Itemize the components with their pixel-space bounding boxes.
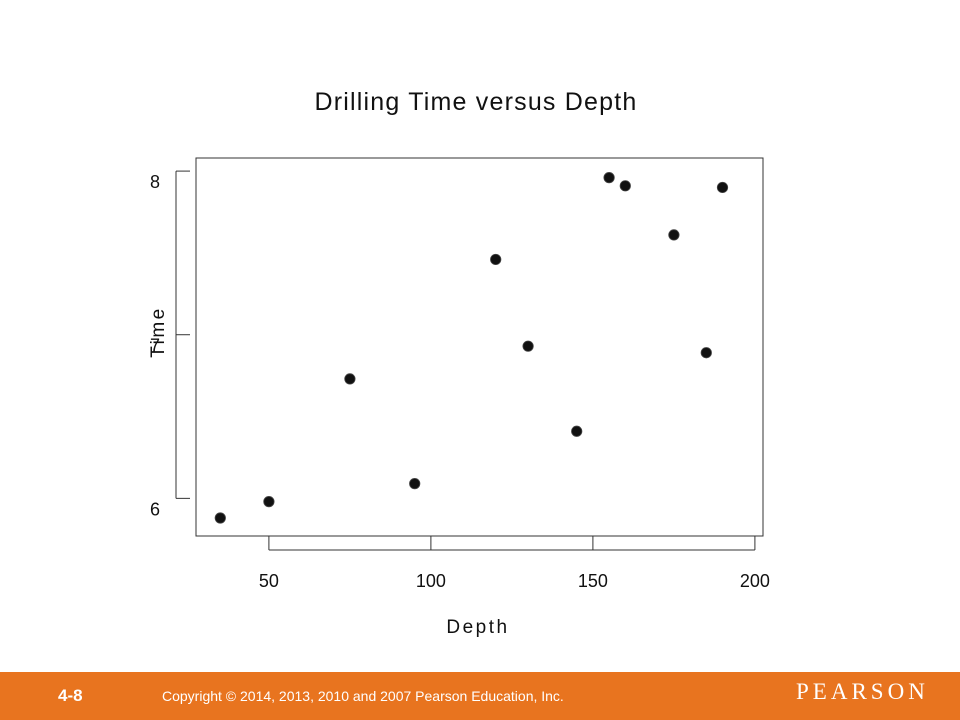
- y-tick-label: 8: [150, 172, 160, 192]
- data-point: [603, 172, 615, 184]
- data-point: [700, 347, 712, 359]
- copyright-text: Copyright © 2014, 2013, 2010 and 2007 Pe…: [162, 688, 564, 704]
- data-point: [619, 180, 631, 192]
- x-axis: 50 100 150 200: [259, 536, 770, 591]
- data-point: [409, 478, 421, 490]
- chart-title: Drilling Time versus Depth: [315, 88, 638, 116]
- data-point: [263, 496, 275, 508]
- scatter-chart: Drilling Time versus Depth 50 100 150 200 6…: [148, 88, 770, 638]
- data-point: [716, 181, 729, 194]
- footer-bar: 4-8 Copyright © 2014, 2013, 2010 and 200…: [0, 672, 960, 720]
- x-tick-label: 100: [416, 571, 446, 591]
- y-axis-label: Time: [148, 306, 169, 358]
- slide-number: 4-8: [58, 686, 83, 705]
- x-tick-label: 50: [259, 571, 279, 591]
- data-point: [344, 373, 356, 385]
- plot-frame: [195, 157, 764, 537]
- data-point: [522, 340, 534, 352]
- y-axis: 6 7 8: [150, 170, 190, 519]
- pearson-logo: PEARSON: [796, 679, 929, 704]
- y-tick-label: 7: [150, 336, 160, 356]
- x-tick-label: 200: [740, 571, 770, 591]
- x-tick-label: 150: [578, 571, 608, 591]
- data-point: [214, 512, 226, 524]
- y-tick-label: 6: [150, 499, 160, 519]
- data-point: [490, 253, 502, 266]
- data-point: [668, 229, 680, 241]
- data-point: [571, 425, 583, 437]
- data-points: [214, 172, 729, 524]
- x-axis-label: Depth: [446, 617, 509, 638]
